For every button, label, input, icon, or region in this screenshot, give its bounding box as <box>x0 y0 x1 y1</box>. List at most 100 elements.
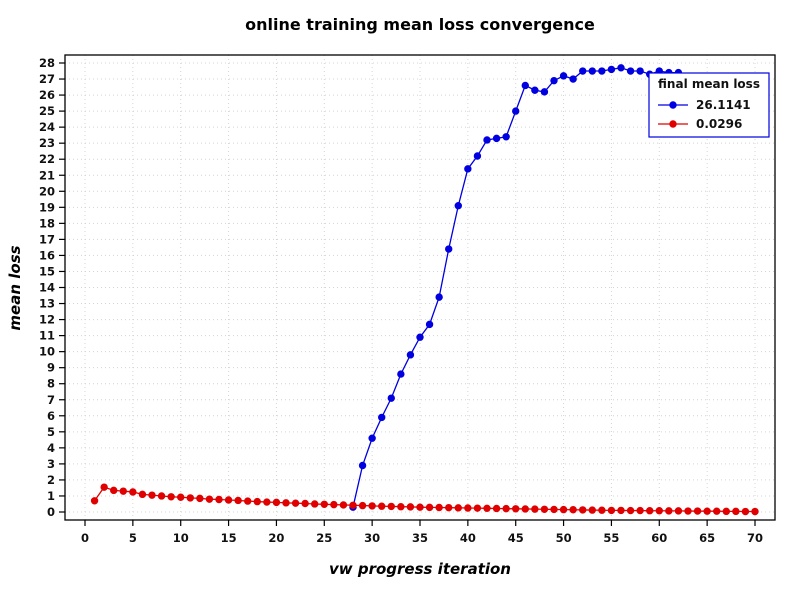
x-axis-tick-label: 10 <box>173 531 189 545</box>
data-point-marker <box>483 504 491 513</box>
x-axis-tick-label: 50 <box>556 531 572 545</box>
data-point-marker <box>119 487 127 495</box>
y-axis-tick-label: 15 <box>39 264 55 278</box>
data-point-marker <box>559 505 568 514</box>
data-point-marker <box>138 490 147 499</box>
data-point-marker <box>215 495 223 504</box>
data-point-marker <box>186 494 194 502</box>
data-point-marker <box>579 506 587 514</box>
y-axis-tick-label: 7 <box>47 393 55 407</box>
data-point-marker <box>531 505 539 513</box>
data-point-marker <box>320 500 328 509</box>
x-axis-title: vw progress iteration <box>329 560 511 578</box>
data-point-marker <box>722 507 730 516</box>
data-point-marker <box>607 506 616 515</box>
x-axis-tick-label: 15 <box>221 531 237 545</box>
y-axis-title: mean loss <box>6 245 24 331</box>
data-point-marker <box>224 496 233 504</box>
data-point-marker <box>713 507 721 515</box>
data-point-marker <box>569 75 577 83</box>
data-point-marker <box>540 88 549 96</box>
y-axis-tick-label: 25 <box>39 104 55 118</box>
data-point-marker <box>492 134 501 143</box>
data-point-marker <box>540 505 549 513</box>
y-axis-tick-label: 18 <box>39 216 55 230</box>
y-axis-tick-label: 20 <box>39 184 55 198</box>
data-point-marker <box>301 499 309 508</box>
legend-entry-label: 0.0296 <box>696 117 742 131</box>
data-point-marker <box>291 499 300 507</box>
data-point-marker <box>550 505 558 514</box>
data-point-marker <box>569 506 577 514</box>
data-point-marker <box>464 165 472 173</box>
data-point-marker <box>473 152 482 160</box>
data-point-marker <box>282 499 290 507</box>
data-point-marker <box>263 498 271 506</box>
x-axis-tick-label: 30 <box>364 531 380 545</box>
data-point-marker <box>483 136 491 144</box>
y-axis-tick-label: 1 <box>47 489 55 503</box>
data-point-marker <box>521 81 529 90</box>
data-point-marker <box>425 503 434 512</box>
legend-entry-marker <box>669 120 677 128</box>
data-point-marker <box>167 493 175 501</box>
data-point-marker <box>435 293 443 301</box>
data-point-marker <box>617 64 625 72</box>
data-point-marker <box>110 486 118 495</box>
data-point-marker <box>358 461 367 470</box>
data-point-marker <box>655 507 663 515</box>
data-point-marker <box>435 503 443 512</box>
y-axis-tick-label: 14 <box>39 281 55 295</box>
y-axis-tick-label: 19 <box>39 200 55 214</box>
data-point-marker <box>272 498 281 507</box>
y-axis-tick-label: 8 <box>47 377 55 391</box>
x-axis-tick-label: 25 <box>316 531 332 545</box>
data-point-marker <box>559 72 568 80</box>
x-axis-tick-label: 40 <box>460 531 476 545</box>
y-axis-tick-label: 22 <box>39 152 55 166</box>
x-axis-tick-label: 60 <box>651 531 667 545</box>
data-point-marker <box>387 502 395 511</box>
data-point-marker <box>148 491 156 499</box>
legend-entry-label: 26.1141 <box>696 98 751 112</box>
y-axis-tick-label: 6 <box>47 409 55 423</box>
chart-title: online training mean loss convergence <box>245 15 595 34</box>
y-axis-tick-label: 17 <box>39 232 55 246</box>
data-point-marker <box>406 351 415 359</box>
x-axis-tick-label: 5 <box>129 531 137 545</box>
data-point-marker <box>741 507 750 516</box>
data-point-marker <box>607 65 616 74</box>
data-point-marker <box>330 500 338 509</box>
data-point-marker <box>579 67 587 75</box>
data-point-marker <box>339 501 348 509</box>
data-point-marker <box>636 67 644 75</box>
data-point-marker <box>512 107 520 115</box>
data-point-marker <box>464 504 472 512</box>
series-line <box>94 486 755 513</box>
data-point-marker <box>492 504 501 513</box>
data-point-marker <box>90 497 99 505</box>
y-axis-tick-label: 21 <box>39 168 55 182</box>
data-point-marker <box>703 507 711 515</box>
y-axis-tick-label: 5 <box>47 425 55 439</box>
data-point-marker <box>406 503 415 511</box>
data-point-marker <box>445 245 453 253</box>
data-point-marker <box>502 504 510 513</box>
data-point-marker <box>473 504 482 512</box>
data-point-marker <box>693 507 702 515</box>
data-point-marker <box>732 507 740 516</box>
data-point-marker <box>425 320 434 329</box>
data-point-marker <box>684 507 692 515</box>
data-point-marker <box>378 502 386 510</box>
data-point-marker <box>129 488 137 496</box>
data-point-marker <box>368 434 376 442</box>
data-point-marker <box>177 493 185 501</box>
data-point-marker <box>617 506 625 515</box>
data-point-marker <box>416 333 424 341</box>
data-point-marker <box>598 506 606 514</box>
data-point-marker <box>531 86 539 94</box>
data-point-marker <box>196 494 204 503</box>
legend-title: final mean loss <box>658 77 760 91</box>
data-point-marker <box>244 497 252 505</box>
